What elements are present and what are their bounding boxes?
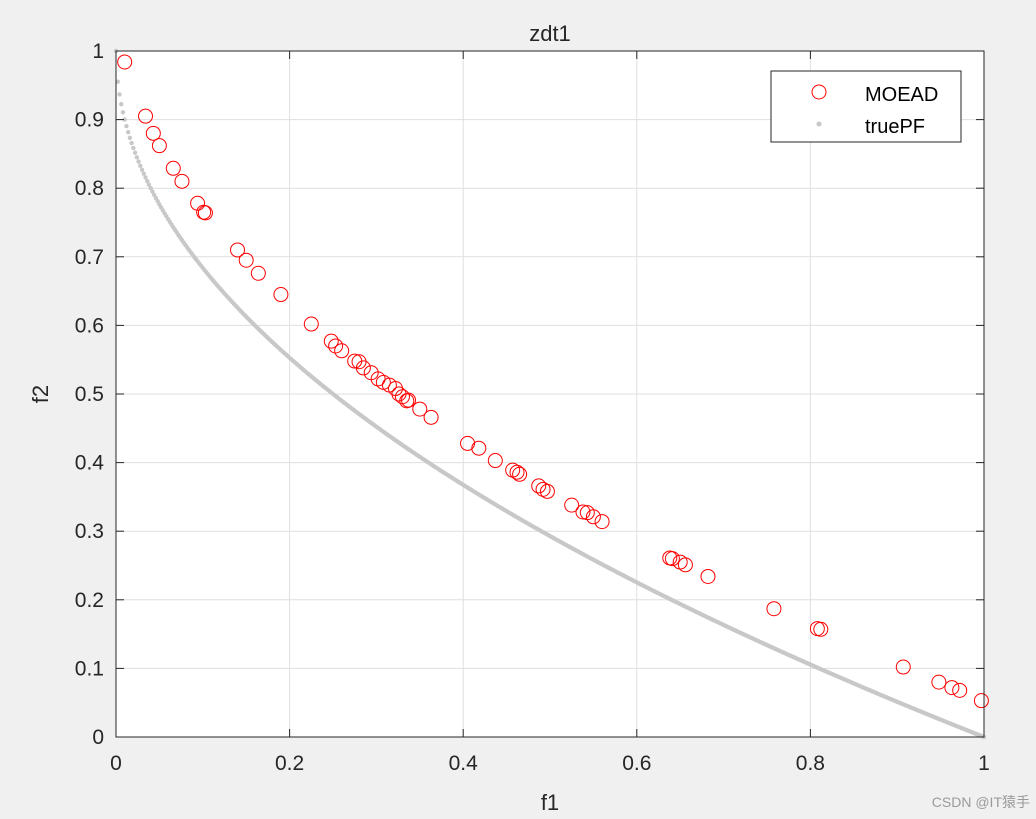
y-tick-label: 0.9	[75, 109, 104, 132]
moead-point	[664, 551, 680, 567]
x-tick-label: 0.4	[449, 752, 479, 775]
x-axis-ticks: 0 0.2 0.4 0.6 0.8 1	[110, 51, 990, 775]
moead-point	[944, 680, 960, 696]
moead-point	[512, 466, 528, 482]
truepf-point	[141, 171, 146, 176]
moead-point	[370, 371, 386, 387]
truepf-point	[127, 135, 133, 140]
x-tick-label: 1	[978, 752, 990, 775]
truepf-point	[138, 163, 143, 168]
y-tick-label: 0.3	[75, 520, 104, 543]
y-tick-label: 0.1	[75, 657, 104, 680]
legend-label-truepf: truePF	[865, 116, 925, 138]
truepf-point	[117, 92, 122, 97]
watermark: CSDN @IT猿手	[932, 794, 1030, 810]
moead-point	[323, 333, 339, 349]
x-tick-label: 0.2	[275, 752, 304, 775]
x-tick-label: 0	[110, 752, 122, 775]
moead-point	[487, 453, 503, 469]
moead-point	[460, 435, 476, 451]
moead-point	[952, 682, 968, 698]
moead-point	[564, 497, 580, 513]
x-axis-label: f1	[541, 790, 559, 815]
truepf-point	[150, 189, 155, 194]
y-tick-label: 0.4	[75, 452, 105, 475]
legend-box	[770, 70, 962, 143]
moead-point	[677, 557, 693, 573]
moead-point	[334, 343, 350, 359]
truepf-point	[124, 123, 129, 129]
moead-point	[328, 338, 344, 354]
y-tick-label: 0.7	[75, 246, 104, 269]
moead-point	[355, 360, 371, 376]
moead-point	[230, 242, 246, 258]
truepf-series	[113, 48, 987, 740]
y-tick-label: 0.2	[75, 589, 104, 612]
truepf-point	[136, 159, 141, 164]
legend-label-moead: MOEAD	[865, 84, 938, 106]
moead-point	[531, 478, 547, 494]
moead-point	[117, 54, 133, 70]
grid	[116, 51, 984, 737]
truepf-point	[148, 186, 153, 191]
truepf-point	[122, 117, 127, 122]
legend-marker-truepf	[816, 121, 822, 127]
y-axis-label: f2	[28, 385, 53, 403]
truepf-point	[129, 140, 134, 146]
moead-point	[931, 674, 947, 690]
y-tick-label: 0.5	[75, 383, 104, 406]
y-tick-label: 0.8	[75, 177, 104, 200]
moead-point	[594, 514, 610, 530]
moead-point	[190, 195, 206, 211]
moead-point	[585, 509, 601, 525]
y-tick-label: 1	[92, 40, 104, 63]
moead-point	[895, 659, 911, 675]
moead-point	[197, 205, 213, 221]
moead-point	[138, 108, 154, 124]
x-tick-label: 0.6	[622, 752, 651, 775]
truepf-point	[125, 129, 131, 135]
moead-point	[700, 568, 716, 584]
moead-series	[117, 54, 989, 709]
moead-point	[539, 483, 555, 499]
moead-point	[471, 440, 487, 456]
truepf-point	[143, 175, 148, 180]
moead-point	[509, 464, 525, 480]
truepf-point	[151, 192, 157, 198]
chart-title: zdt1	[529, 21, 571, 46]
moead-point	[423, 409, 439, 425]
truepf-point	[115, 79, 120, 84]
moead-point	[151, 138, 167, 154]
truepf-point	[131, 145, 136, 151]
moead-point	[412, 401, 428, 417]
moead-point	[238, 252, 254, 268]
moead-point	[273, 287, 289, 303]
moead-point	[145, 125, 161, 141]
moead-point	[303, 316, 319, 332]
moead-point	[401, 392, 417, 408]
moead-point	[165, 160, 181, 176]
truepf-point	[119, 101, 124, 107]
truepf-point	[139, 167, 145, 173]
moead-point	[575, 504, 591, 520]
legend: MOEAD truePF	[770, 70, 962, 143]
truepf-point	[132, 150, 138, 155]
moead-point	[250, 265, 266, 281]
y-axis-ticks: 0 0.1 0.2 0.3 0.4 0.5 0.6 0.7 0.8 0.9 1	[75, 40, 984, 749]
moead-point	[174, 173, 190, 189]
moead-point	[766, 601, 782, 617]
moead-point	[813, 621, 829, 637]
truepf-point	[120, 110, 126, 115]
moead-point	[973, 693, 989, 709]
truepf-point	[146, 182, 152, 187]
truepf-point	[134, 155, 140, 160]
y-tick-label: 0.6	[75, 314, 104, 337]
y-tick-label: 0	[92, 726, 104, 749]
truepf-point	[145, 178, 150, 184]
x-tick-label: 0.8	[796, 752, 825, 775]
legend-marker-moead	[811, 84, 827, 100]
